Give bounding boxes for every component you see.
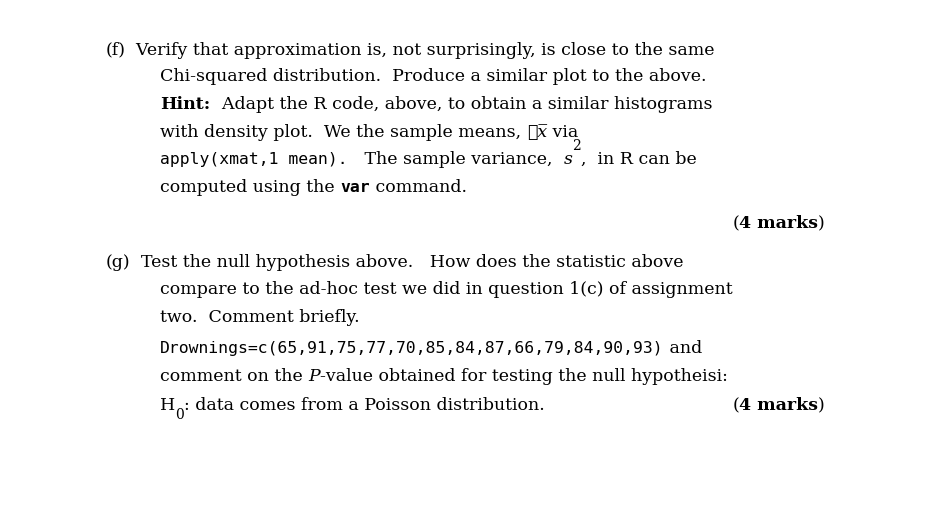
Text: H: H	[160, 397, 175, 414]
Text: The sample variance,: The sample variance,	[348, 151, 564, 168]
Text: (: (	[733, 215, 739, 232]
Text: compare to the ad-hoc test we did in question 1(c) of assignment: compare to the ad-hoc test we did in que…	[160, 281, 733, 299]
Text: computed using the: computed using the	[160, 179, 340, 196]
Text: (f): (f)	[105, 42, 125, 59]
Text: comment on the: comment on the	[160, 368, 308, 386]
Text: Hint:: Hint:	[160, 96, 211, 114]
Text: ): )	[818, 215, 825, 232]
Text: with density plot.  We the sample means,: with density plot. We the sample means,	[160, 124, 527, 141]
Text: 2: 2	[572, 139, 581, 153]
Text: -value obtained for testing the null hypotheisi:: -value obtained for testing the null hyp…	[321, 368, 728, 386]
Text: ,  in R can be: , in R can be	[581, 151, 697, 168]
Text: Verify that approximation is, not surprisingly, is close to the same: Verify that approximation is, not surpri…	[125, 42, 715, 59]
Text: two.  Comment briefly.: two. Comment briefly.	[160, 309, 360, 326]
Text: Test the null hypothesis above.   How does the statistic above: Test the null hypothesis above. How does…	[130, 254, 683, 271]
Text: Adapt the R code, above, to obtain a similar histograms: Adapt the R code, above, to obtain a sim…	[211, 96, 712, 114]
Text: ): )	[818, 397, 825, 414]
Text: via: via	[547, 124, 578, 141]
Text: (g): (g)	[105, 254, 130, 271]
Text: s: s	[564, 151, 572, 168]
Text: var: var	[340, 180, 370, 195]
Text: and: and	[664, 340, 702, 357]
Text: P: P	[308, 368, 321, 386]
Text: Chi-squared distribution.  Produce a similar plot to the above.: Chi-squared distribution. Produce a simi…	[160, 68, 706, 85]
Text: 0: 0	[175, 408, 185, 423]
Text: apply(xmat,1 mean).: apply(xmat,1 mean).	[160, 152, 348, 167]
Text: 4 marks: 4 marks	[739, 397, 818, 414]
Text: 4 marks: 4 marks	[739, 215, 818, 232]
Text: : data comes from a Poisson distribution.: : data comes from a Poisson distribution…	[185, 397, 545, 414]
Text: (: (	[733, 397, 739, 414]
Text: Drownings=c(65,91,75,77,70,85,84,87,66,79,84,90,93): Drownings=c(65,91,75,77,70,85,84,87,66,7…	[160, 341, 664, 356]
Text: command.: command.	[370, 179, 467, 196]
Text: ͟x̅: ͟x̅	[527, 124, 547, 141]
